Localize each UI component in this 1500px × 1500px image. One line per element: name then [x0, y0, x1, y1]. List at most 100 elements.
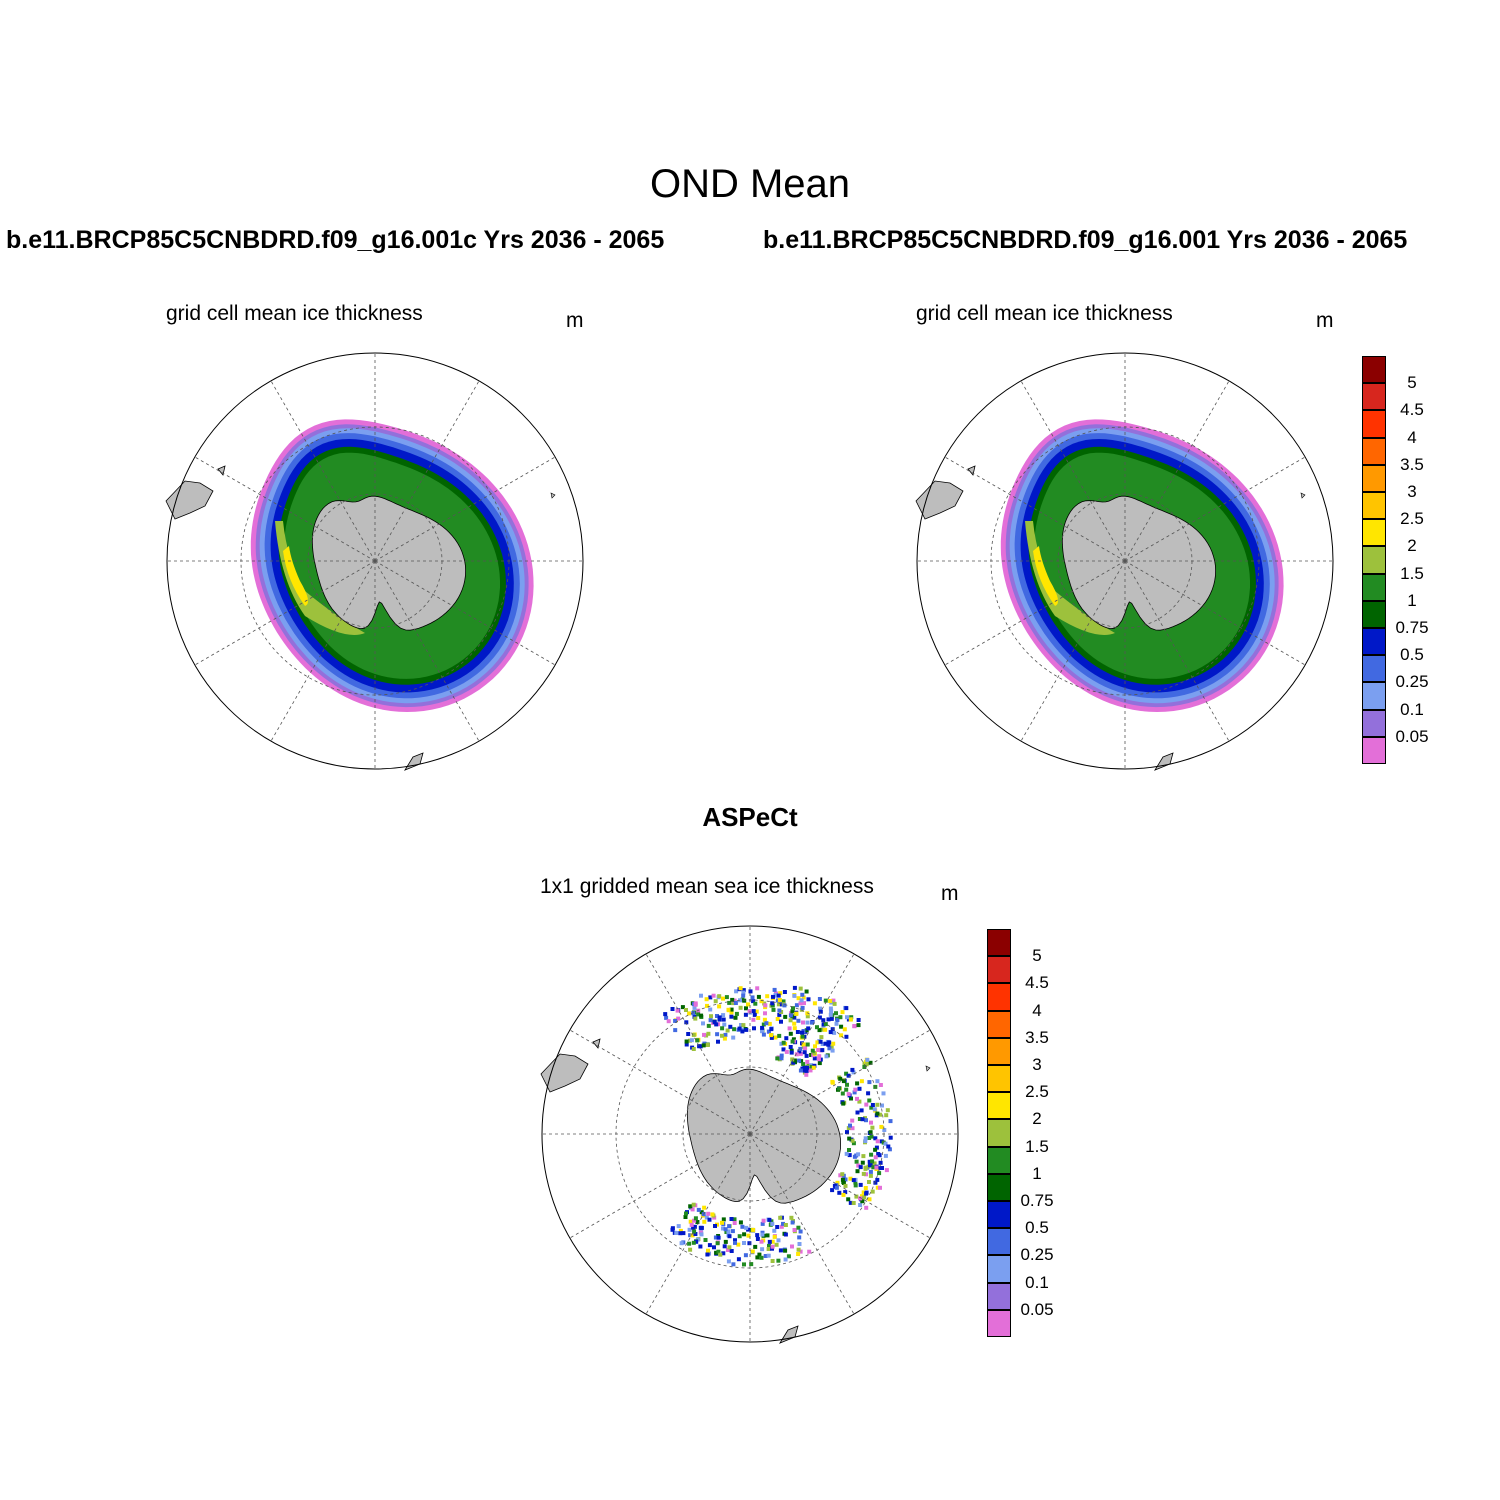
- aspect-thickness-cell: [798, 1046, 803, 1051]
- aspect-thickness-cell: [775, 1056, 780, 1061]
- aspect-thickness-cell: [864, 1205, 869, 1210]
- colorbar-label: 5: [1032, 946, 1042, 966]
- aspect-thickness-cell: [696, 1012, 701, 1017]
- aspect-thickness-cell: [801, 995, 806, 1000]
- aspect-thickness-cell: [826, 1017, 831, 1022]
- aspect-thickness-cell: [666, 1019, 671, 1024]
- aspect-thickness-cell: [842, 1027, 847, 1032]
- aspect-thickness-cell: [712, 1020, 717, 1025]
- aspect-thickness-cell: [878, 1083, 883, 1087]
- aspect-thickness-cell: [834, 1011, 838, 1016]
- aspect-thickness-cell: [787, 1026, 792, 1031]
- aspect-thickness-cell: [674, 1231, 679, 1235]
- aspect-thickness-cell: [759, 1255, 764, 1260]
- aspect-thickness-cell: [680, 1005, 685, 1010]
- aspect-thickness-cell: [818, 1009, 823, 1014]
- aspect-thickness-cell: [811, 1065, 816, 1070]
- aspect-thickness-cell: [764, 1021, 769, 1026]
- aspect-thickness-cell: [727, 1245, 732, 1250]
- aspect-meridian-line: [749, 953, 855, 1135]
- aspect-thickness-cell: [755, 1237, 760, 1241]
- aspect-thickness-cell: [741, 1023, 746, 1028]
- main-title: OND Mean: [649, 162, 851, 206]
- aspect-thickness-cell: [756, 1016, 761, 1020]
- aspect-thickness-cell: [741, 990, 746, 995]
- aspect-thickness-cell: [717, 994, 722, 999]
- aspect-thickness-cell: [850, 1067, 855, 1072]
- aspect-thickness-cell: [850, 1138, 855, 1143]
- aspect-thickness-cell: [856, 1018, 861, 1022]
- aspect-thickness-cell: [795, 1030, 800, 1034]
- aspect-thickness-cell: [830, 1188, 835, 1193]
- aspect-thickness-cell: [701, 1021, 705, 1026]
- aspect-thickness-cell: [765, 994, 770, 999]
- aspect-thickness-cell: [869, 1120, 873, 1125]
- aspect-meridian-line: [749, 1029, 931, 1135]
- colorbar-label: 1: [1407, 590, 1417, 610]
- panel-1-meridian-line: [194, 456, 376, 562]
- aspect-thickness-cell: [699, 1225, 704, 1230]
- aspect-thickness-cell: [810, 1048, 815, 1053]
- aspect-thickness-cell: [850, 1126, 855, 1131]
- aspect-thickness-cell: [722, 1036, 727, 1041]
- aspect-thickness-cell: [817, 1028, 822, 1033]
- aspect-falkland-islands: [592, 1038, 601, 1049]
- aspect-thickness-cell: [858, 1203, 863, 1207]
- aspect-thickness-cell: [676, 1224, 681, 1229]
- aspect-thickness-cell: [786, 1254, 791, 1259]
- aspect-thickness-cell: [760, 1221, 765, 1226]
- aspect-thickness-cell: [827, 1040, 832, 1045]
- aspect-thickness-cell: [858, 1182, 863, 1187]
- aspect-thickness-cell: [734, 989, 739, 994]
- aspect-thickness-cell: [860, 1117, 865, 1122]
- aspect-thickness-cell: [829, 1044, 834, 1049]
- aspect-thickness-cell: [744, 1225, 749, 1230]
- aspect-thickness-cell: [770, 1221, 775, 1226]
- aspect-thickness-cell: [684, 1008, 688, 1012]
- aspect-thickness-cell: [777, 1033, 782, 1038]
- aspect-thickness-cell: [838, 1173, 843, 1178]
- aspect-thickness-cell: [809, 1053, 814, 1057]
- aspect-thickness-cell: [835, 1180, 840, 1185]
- aspect-map-border: [541, 925, 959, 1343]
- aspect-thickness-cell: [741, 988, 746, 993]
- aspect-thickness-cell: [772, 987, 777, 992]
- colorbar-label: 0.1: [1025, 1272, 1049, 1292]
- aspect-thickness-cell: [848, 1123, 852, 1128]
- colorbar-label: 3.5: [1025, 1027, 1049, 1047]
- aspect-thickness-cell: [737, 1026, 742, 1031]
- aspect-thickness-cell: [796, 1247, 801, 1252]
- aspect-thickness-cell: [733, 1015, 738, 1020]
- aspect-thickness-cell: [738, 998, 742, 1003]
- aspect-thickness-cell: [868, 1060, 873, 1065]
- aspect-thickness-cell: [790, 1009, 795, 1014]
- aspect-thickness-cell: [801, 1062, 806, 1067]
- aspect-thickness-cell: [823, 1027, 828, 1032]
- aspect-thickness-cell: [804, 1053, 809, 1058]
- aspect-thickness-cell: [693, 1232, 698, 1236]
- aspect-thickness-cell: [687, 1241, 692, 1246]
- aspect-thickness-cell: [805, 1014, 810, 1019]
- aspect-thickness-cell: [692, 1218, 697, 1223]
- aspect-thickness-cell: [718, 1252, 723, 1257]
- aspect-thickness-cell: [702, 1032, 706, 1037]
- aspect-thickness-cell: [707, 1243, 712, 1248]
- aspect-thickness-cell: [734, 1011, 739, 1016]
- panel-1-meridian-line: [270, 380, 376, 562]
- aspect-thickness-cell: [802, 1050, 807, 1055]
- aspect-thickness-cell: [823, 1022, 828, 1027]
- aspect-thickness-cell: [840, 1010, 845, 1015]
- aspect-thickness-cell: [731, 1001, 736, 1006]
- aspect-thickness-cell: [691, 1032, 696, 1037]
- colorbar-swatch: [1362, 519, 1386, 547]
- aspect-thickness-cell: [761, 1218, 766, 1223]
- aspect-thickness-cell: [873, 1180, 878, 1185]
- aspect-thickness-cell: [760, 1025, 765, 1030]
- aspect-thickness-cell: [699, 1013, 704, 1018]
- aspect-thickness-cell: [867, 1159, 872, 1164]
- aspect-thickness-cell: [746, 1233, 751, 1238]
- aspect-thickness-cell: [870, 1103, 875, 1107]
- aspect-thickness-cell: [839, 1033, 844, 1038]
- aspect-thickness-cell: [864, 1191, 869, 1196]
- aspect-thickness-cell: [790, 1220, 795, 1225]
